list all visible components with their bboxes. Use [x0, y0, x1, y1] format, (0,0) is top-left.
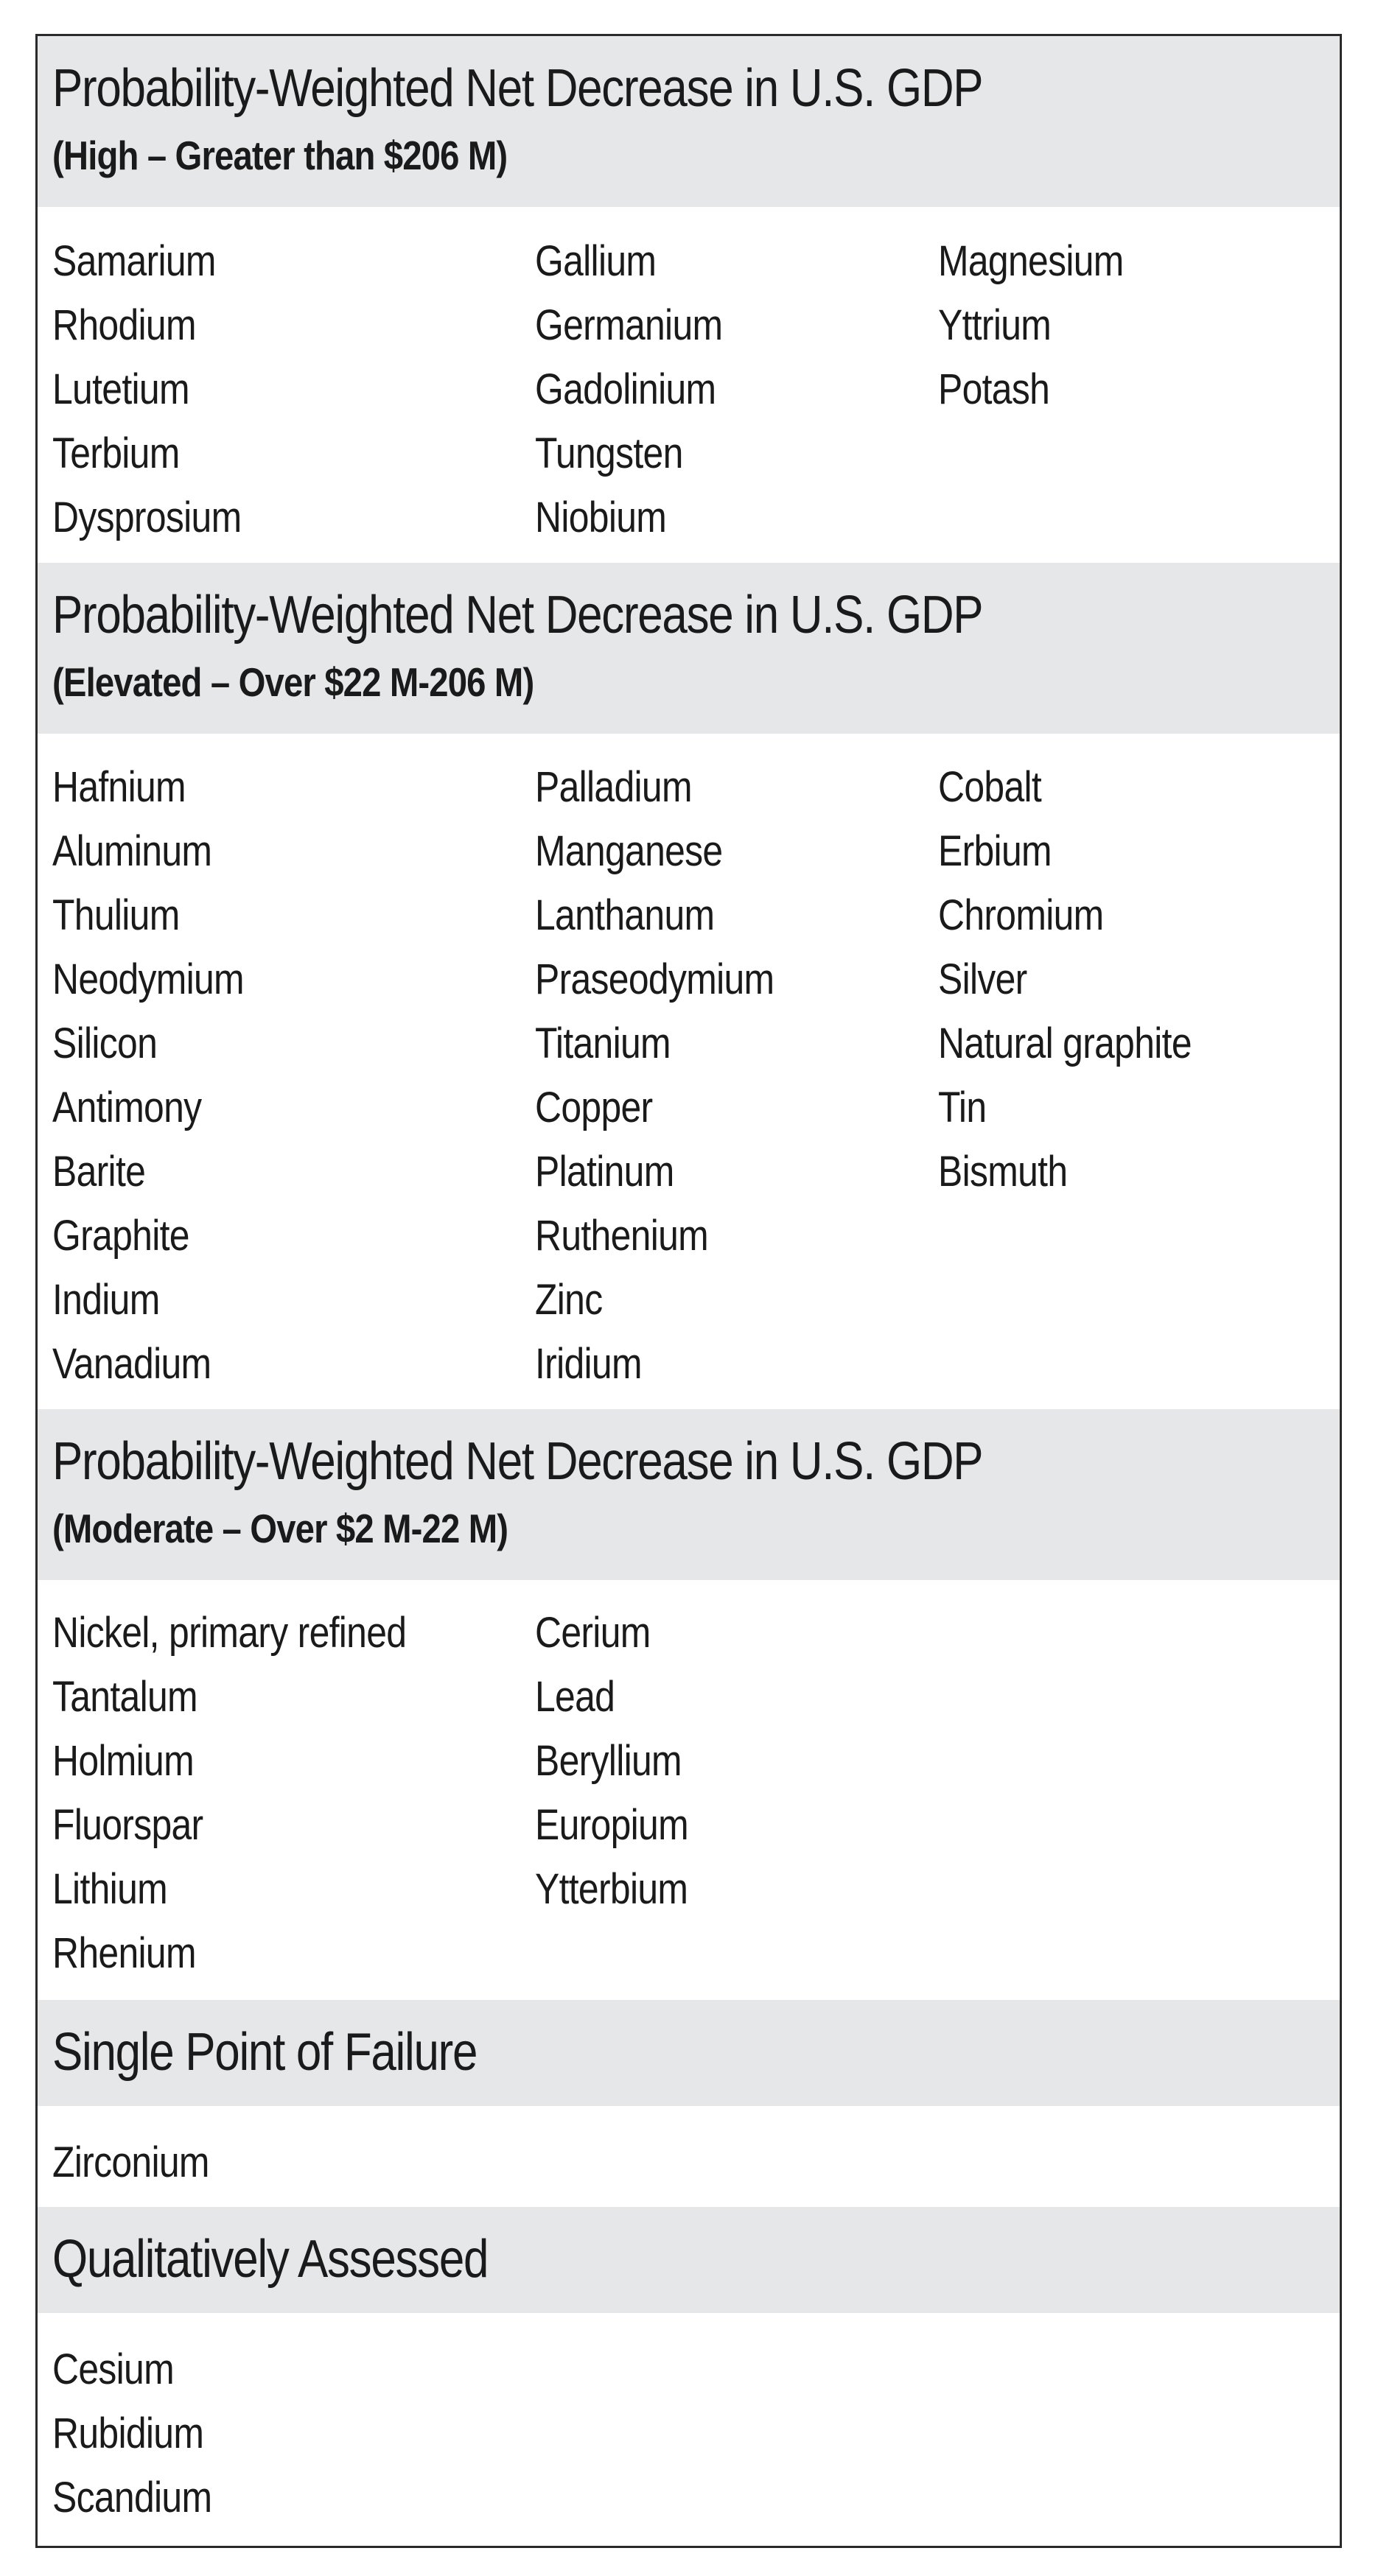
mineral-item: Cerium: [535, 1609, 651, 1657]
section-subtitle: (Moderate – Over $2 M-22 M): [52, 1506, 508, 1551]
mineral-item: Vanadium: [52, 1340, 211, 1388]
mineral-item: Rubidium: [52, 2410, 204, 2457]
section-subtitle: (High – Greater than $206 M): [52, 133, 508, 178]
mineral-item: Lanthanum: [535, 891, 715, 939]
section-header-high: Probability-Weighted Net Decrease in U.S…: [38, 36, 1340, 207]
section-subtitle: (Elevated – Over $22 M-206 M): [52, 659, 534, 705]
mineral-item: Scandium: [52, 2474, 212, 2521]
mineral-item: Lutetium: [52, 365, 190, 413]
mineral-item: Ytterbium: [535, 1865, 688, 1913]
mineral-item: Yttrium: [938, 301, 1052, 349]
section-title: Qualitatively Assessed: [52, 2230, 489, 2289]
mineral-item: Tin: [938, 1084, 987, 1131]
mineral-item: Chromium: [938, 891, 1104, 939]
mineral-item: Titanium: [535, 1019, 671, 1067]
mineral-item: Barite: [52, 1148, 146, 1196]
mineral-item: Erbium: [938, 827, 1052, 875]
mineral-item: Neodymium: [52, 955, 245, 1003]
mineral-column: Gallium Germanium Gadolinium Tungsten Ni…: [535, 229, 753, 550]
mineral-item: Tungsten: [535, 429, 683, 477]
mineral-item: Rhodium: [52, 301, 196, 349]
section-header-moderate: Probability-Weighted Net Decrease in U.S…: [38, 1409, 1340, 1580]
mineral-item: Samarium: [52, 237, 216, 285]
mineral-item: Zirconium: [52, 2138, 209, 2186]
mineral-column: Nickel, primary refined Tantalum Holmium…: [52, 1601, 464, 1985]
mineral-item: Manganese: [535, 827, 723, 875]
mineral-item: Platinum: [535, 1148, 674, 1196]
mineral-item: Rhenium: [52, 1929, 196, 1977]
mineral-column: Samarium Rhodium Lutetium Terbium Dyspro…: [52, 229, 272, 550]
mineral-item: Silicon: [52, 1019, 158, 1067]
mineral-item: Dysprosium: [52, 494, 242, 541]
mineral-item: Zinc: [535, 1276, 603, 1324]
mineral-item: Palladium: [535, 763, 693, 811]
mineral-item: Graphite: [52, 1212, 190, 1260]
mineral-column: Hafnium Aluminum Thulium Neodymium Silic…: [52, 755, 275, 1396]
mineral-column: Cobalt Erbium Chromium Silver Natural gr…: [938, 755, 1233, 1204]
mineral-item: Gadolinium: [535, 365, 716, 413]
section-title: Single Point of Failure: [52, 2023, 478, 2082]
mineral-item: Lithium: [52, 1865, 168, 1913]
mineral-column: Zirconium: [52, 2130, 234, 2194]
mineral-item: Europium: [535, 1801, 689, 1849]
section-title: Probability-Weighted Net Decrease in U.S…: [52, 1432, 984, 1491]
mineral-column: Palladium Manganese Lanthanum Praseodymi…: [535, 755, 813, 1396]
mineral-item: Cobalt: [938, 763, 1042, 811]
mineral-item: Copper: [535, 1084, 653, 1131]
mineral-column: Cerium Lead Beryllium Europium Ytterbium: [535, 1601, 713, 1921]
mineral-item: Lead: [535, 1673, 615, 1721]
mineral-item: Germanium: [535, 301, 723, 349]
mineral-item: Natural graphite: [938, 1019, 1192, 1067]
mineral-item: Indium: [52, 1276, 160, 1324]
mineral-item: Niobium: [535, 494, 667, 541]
mineral-item: Cesium: [52, 2345, 175, 2393]
mineral-item: Fluorspar: [52, 1801, 203, 1849]
mineral-item: Gallium: [535, 237, 657, 285]
mineral-item: Holmium: [52, 1737, 195, 1785]
mineral-item: Silver: [938, 955, 1027, 1003]
section-header-single-point: Single Point of Failure: [38, 2000, 1340, 2106]
mineral-item: Terbium: [52, 429, 180, 477]
mineral-item: Magnesium: [938, 237, 1124, 285]
section-title: Probability-Weighted Net Decrease in U.S…: [52, 586, 984, 645]
mineral-column: Magnesium Yttrium Potash: [938, 229, 1154, 421]
section-title: Probability-Weighted Net Decrease in U.S…: [52, 59, 984, 118]
mineral-item: Bismuth: [938, 1148, 1068, 1196]
mineral-item: Thulium: [52, 891, 180, 939]
mineral-item: Hafnium: [52, 763, 186, 811]
mineral-column: Cesium Rubidium Scandium: [52, 2337, 238, 2530]
mineral-risk-table: Probability-Weighted Net Decrease in U.S…: [35, 34, 1342, 2548]
mineral-item: Iridium: [535, 1340, 643, 1388]
mineral-item: Antimony: [52, 1084, 202, 1131]
mineral-item: Nickel, primary refined: [52, 1609, 407, 1657]
mineral-item: Potash: [938, 365, 1050, 413]
section-header-qualitative: Qualitatively Assessed: [38, 2207, 1340, 2313]
mineral-item: Praseodymium: [535, 955, 774, 1003]
section-header-elevated: Probability-Weighted Net Decrease in U.S…: [38, 563, 1340, 734]
mineral-item: Tantalum: [52, 1673, 198, 1721]
mineral-item: Aluminum: [52, 827, 212, 875]
mineral-item: Beryllium: [535, 1737, 682, 1785]
mineral-item: Ruthenium: [535, 1212, 709, 1260]
